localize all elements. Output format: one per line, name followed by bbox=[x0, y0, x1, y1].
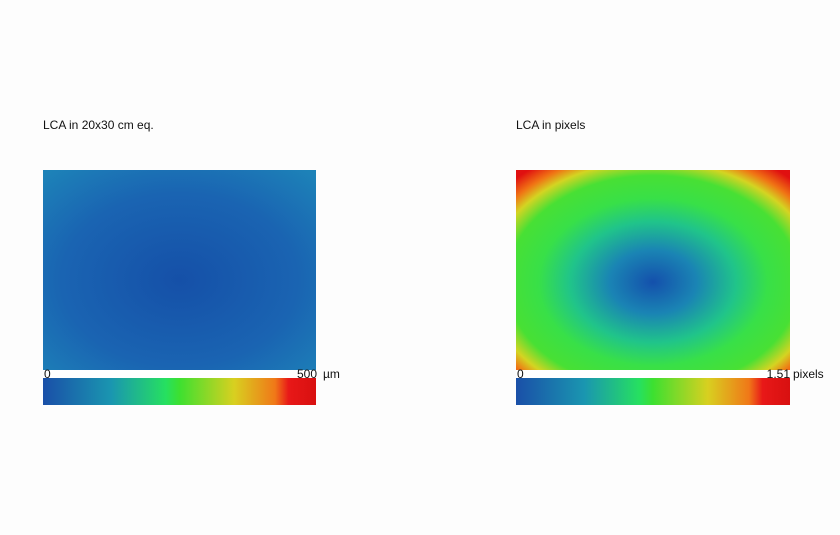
scale-min: 0 bbox=[44, 367, 51, 381]
colorbar bbox=[516, 378, 790, 405]
heatmap bbox=[516, 170, 790, 370]
colorbar bbox=[43, 378, 316, 405]
panel-title: LCA in pixels bbox=[516, 118, 585, 132]
separator bbox=[43, 370, 316, 378]
panel-title: LCA in 20x30 cm eq. bbox=[43, 118, 154, 132]
panel: LCA in 20x30 cm eq. 0 500 µm bbox=[43, 118, 340, 405]
heatmap bbox=[43, 170, 316, 370]
panel: LCA in pixels 0 1.51 pixels bbox=[516, 118, 824, 405]
scale-unit: µm bbox=[323, 367, 340, 381]
scale-unit: pixels bbox=[793, 367, 824, 381]
scale-min: 0 bbox=[517, 367, 524, 381]
separator bbox=[516, 370, 790, 378]
scale-max: 1.51 bbox=[767, 367, 791, 381]
scale-max: 500 bbox=[297, 367, 317, 381]
